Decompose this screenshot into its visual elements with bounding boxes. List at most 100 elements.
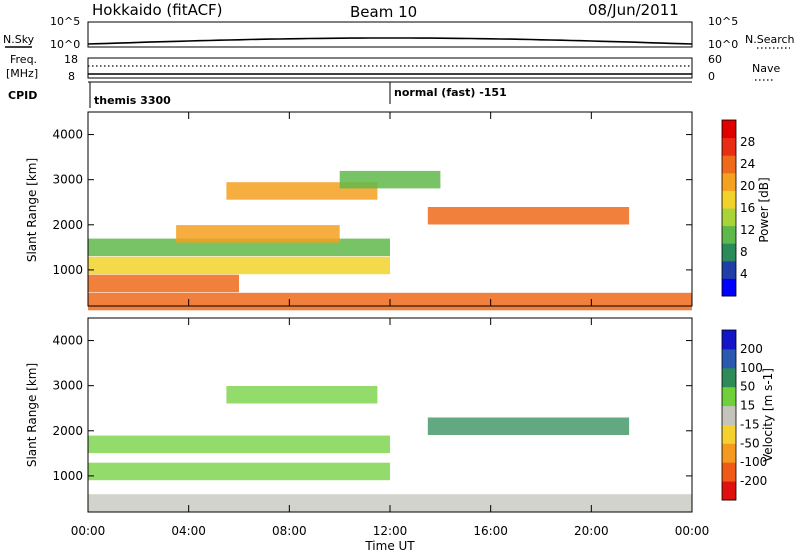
- power-colorbar-tick-2: 20: [740, 179, 755, 193]
- power-echo-band-7: [339, 170, 441, 189]
- power-colorbar-swatch-9: [722, 120, 736, 139]
- power-echo-band-4: [176, 225, 340, 243]
- power-colorbar-swatch-7: [722, 155, 736, 174]
- station-title: Hokkaido (fitACF): [92, 1, 223, 19]
- y-tick-label-3: 4000: [52, 334, 83, 348]
- power-colorbar-swatch-0: [722, 278, 736, 297]
- velocity-panel-frame: [87, 317, 693, 513]
- xlabel: Time UT: [364, 539, 415, 553]
- nave-label: Nave: [752, 62, 780, 75]
- power-colorbar-tick-0: 28: [740, 135, 755, 149]
- power-colorbar: 28 24 20 16 12 8 4: [721, 119, 755, 297]
- velocity-echo-band-1: [88, 462, 390, 481]
- velocity-colorbar-tick-5: -50: [740, 436, 760, 450]
- nsky-right-tick-bottom: 10^0: [708, 38, 738, 51]
- power-colorbar-swatch-3: [722, 225, 736, 244]
- power-colorbar-swatch-6: [722, 172, 736, 191]
- power-colorbar-swatch-5: [722, 190, 736, 209]
- velocity-colorbar-tick-3: 15: [740, 399, 755, 413]
- y-tick-label-0: 1000: [52, 263, 83, 277]
- velocity-echo-band-4: [427, 417, 630, 435]
- velocity-echo-layer: [88, 386, 692, 512]
- power-colorbar-frame: [721, 119, 737, 297]
- power-echo-band-3: [88, 238, 390, 257]
- velocity-colorbar-tick-4: -15: [740, 417, 760, 431]
- velocity-colorbar-tick-7: -200: [740, 474, 767, 488]
- y-tick-label-2: 3000: [52, 379, 83, 393]
- freq-label: Freq.: [10, 53, 37, 66]
- velocity-colorbar-tick-6: -100: [740, 455, 767, 469]
- cpid-segment-2: normal (fast) -151: [394, 86, 507, 99]
- nsky-tick-bottom: 10^0: [50, 38, 80, 51]
- power-colorbar-label: Power [dB]: [757, 177, 771, 242]
- velocity-colorbar-swatch-0: [722, 481, 736, 501]
- power-colorbar-tick-1: 24: [740, 157, 755, 171]
- velocity-echo-band-0: [88, 494, 692, 512]
- power-colorbar-swatch-1: [722, 260, 736, 279]
- y-tick-label-2: 3000: [52, 173, 83, 187]
- power-echo-band-5: [226, 182, 378, 200]
- power-colorbar-tick-4: 12: [740, 223, 755, 237]
- freq-tick-bottom: 8: [68, 70, 75, 83]
- velocity-colorbar-tick-1: 100: [740, 361, 763, 375]
- nsky-box: [87, 21, 693, 48]
- nsky-label: N.Sky: [3, 33, 35, 46]
- power-echo-band-2: [88, 256, 390, 275]
- x-tick-label-0: 00:00: [71, 524, 106, 538]
- velocity-colorbar-swatch-8: [722, 330, 736, 350]
- velocity-ylabel: Slant Range [km]: [25, 363, 39, 467]
- time-axis: 00:00 04:00 08:00 12:00 16:00 20:00 00:00: [71, 112, 710, 538]
- nsky-right-tick-top: 10^5: [708, 15, 738, 28]
- velocity-colorbar-swatch-4: [722, 405, 736, 425]
- power-echo-band-6: [427, 207, 630, 225]
- freq-tick-top: 18: [64, 53, 78, 66]
- power-colorbar-tick-6: 4: [740, 267, 748, 281]
- cpid-segment-1: themis 3300: [94, 94, 171, 107]
- velocity-echo-band-3: [226, 386, 378, 404]
- velocity-colorbar-tick-0: 200: [740, 342, 763, 356]
- velocity-colorbar-swatch-5: [722, 386, 736, 407]
- velocity-colorbar-label: Velocity [m s-1]: [761, 368, 775, 462]
- velocity-colorbar: 200 100 50 15 -15 -50 -100 -200: [721, 329, 767, 501]
- velocity-colorbar-swatch-7: [722, 348, 736, 369]
- power-colorbar-tick-5: 8: [740, 245, 748, 259]
- nave-tick-top: 60: [708, 53, 722, 66]
- nsky-trace: [87, 37, 693, 45]
- power-echo-layer: [88, 170, 692, 311]
- x-tick-label-5: 20:00: [574, 524, 609, 538]
- velocity-colorbar-swatch-6: [722, 367, 736, 388]
- nsky-line: [87, 37, 693, 45]
- date-title: 08/Jun/2011: [588, 1, 679, 19]
- freq-box: [87, 57, 693, 79]
- y-tick-label-3: 4000: [52, 128, 83, 142]
- nsky-tick-top: 10^5: [50, 15, 80, 28]
- velocity-colorbar-swatch-2: [722, 443, 736, 463]
- power-y-axis: 1000 2000 3000 4000: [52, 128, 692, 277]
- power-colorbar-swatch-4: [722, 208, 736, 227]
- y-tick-label-1: 2000: [52, 218, 83, 232]
- power-colorbar-swatch-8: [722, 137, 736, 156]
- nsearch-label: N.Search: [745, 33, 795, 46]
- velocity-colorbar-swatch-3: [722, 424, 736, 444]
- y-tick-label-1: 2000: [52, 424, 83, 438]
- power-colorbar-swatch-2: [722, 243, 736, 262]
- velocity-y-axis: 1000 2000 3000 4000: [52, 334, 692, 483]
- nave-tick-bottom: 0: [708, 70, 715, 83]
- power-colorbar-tick-3: 16: [740, 201, 755, 215]
- x-tick-label-1: 04:00: [171, 524, 206, 538]
- velocity-colorbar-swatch-1: [722, 462, 736, 482]
- x-tick-label-6: 00:00: [675, 524, 710, 538]
- freq-unit-label: [MHz]: [6, 67, 38, 80]
- cpid-label: CPID: [8, 89, 37, 102]
- x-tick-label-4: 16:00: [473, 524, 508, 538]
- velocity-echo-band-2: [88, 435, 390, 454]
- velocity-colorbar-frame: [721, 329, 737, 501]
- velocity-colorbar-tick-2: 50: [740, 380, 755, 394]
- power-ylabel: Slant Range [km]: [25, 158, 39, 262]
- x-tick-label-2: 08:00: [272, 524, 307, 538]
- beam-title: Beam 10: [350, 3, 417, 21]
- power-echo-band-1: [88, 274, 239, 293]
- x-tick-label-3: 12:00: [373, 524, 408, 538]
